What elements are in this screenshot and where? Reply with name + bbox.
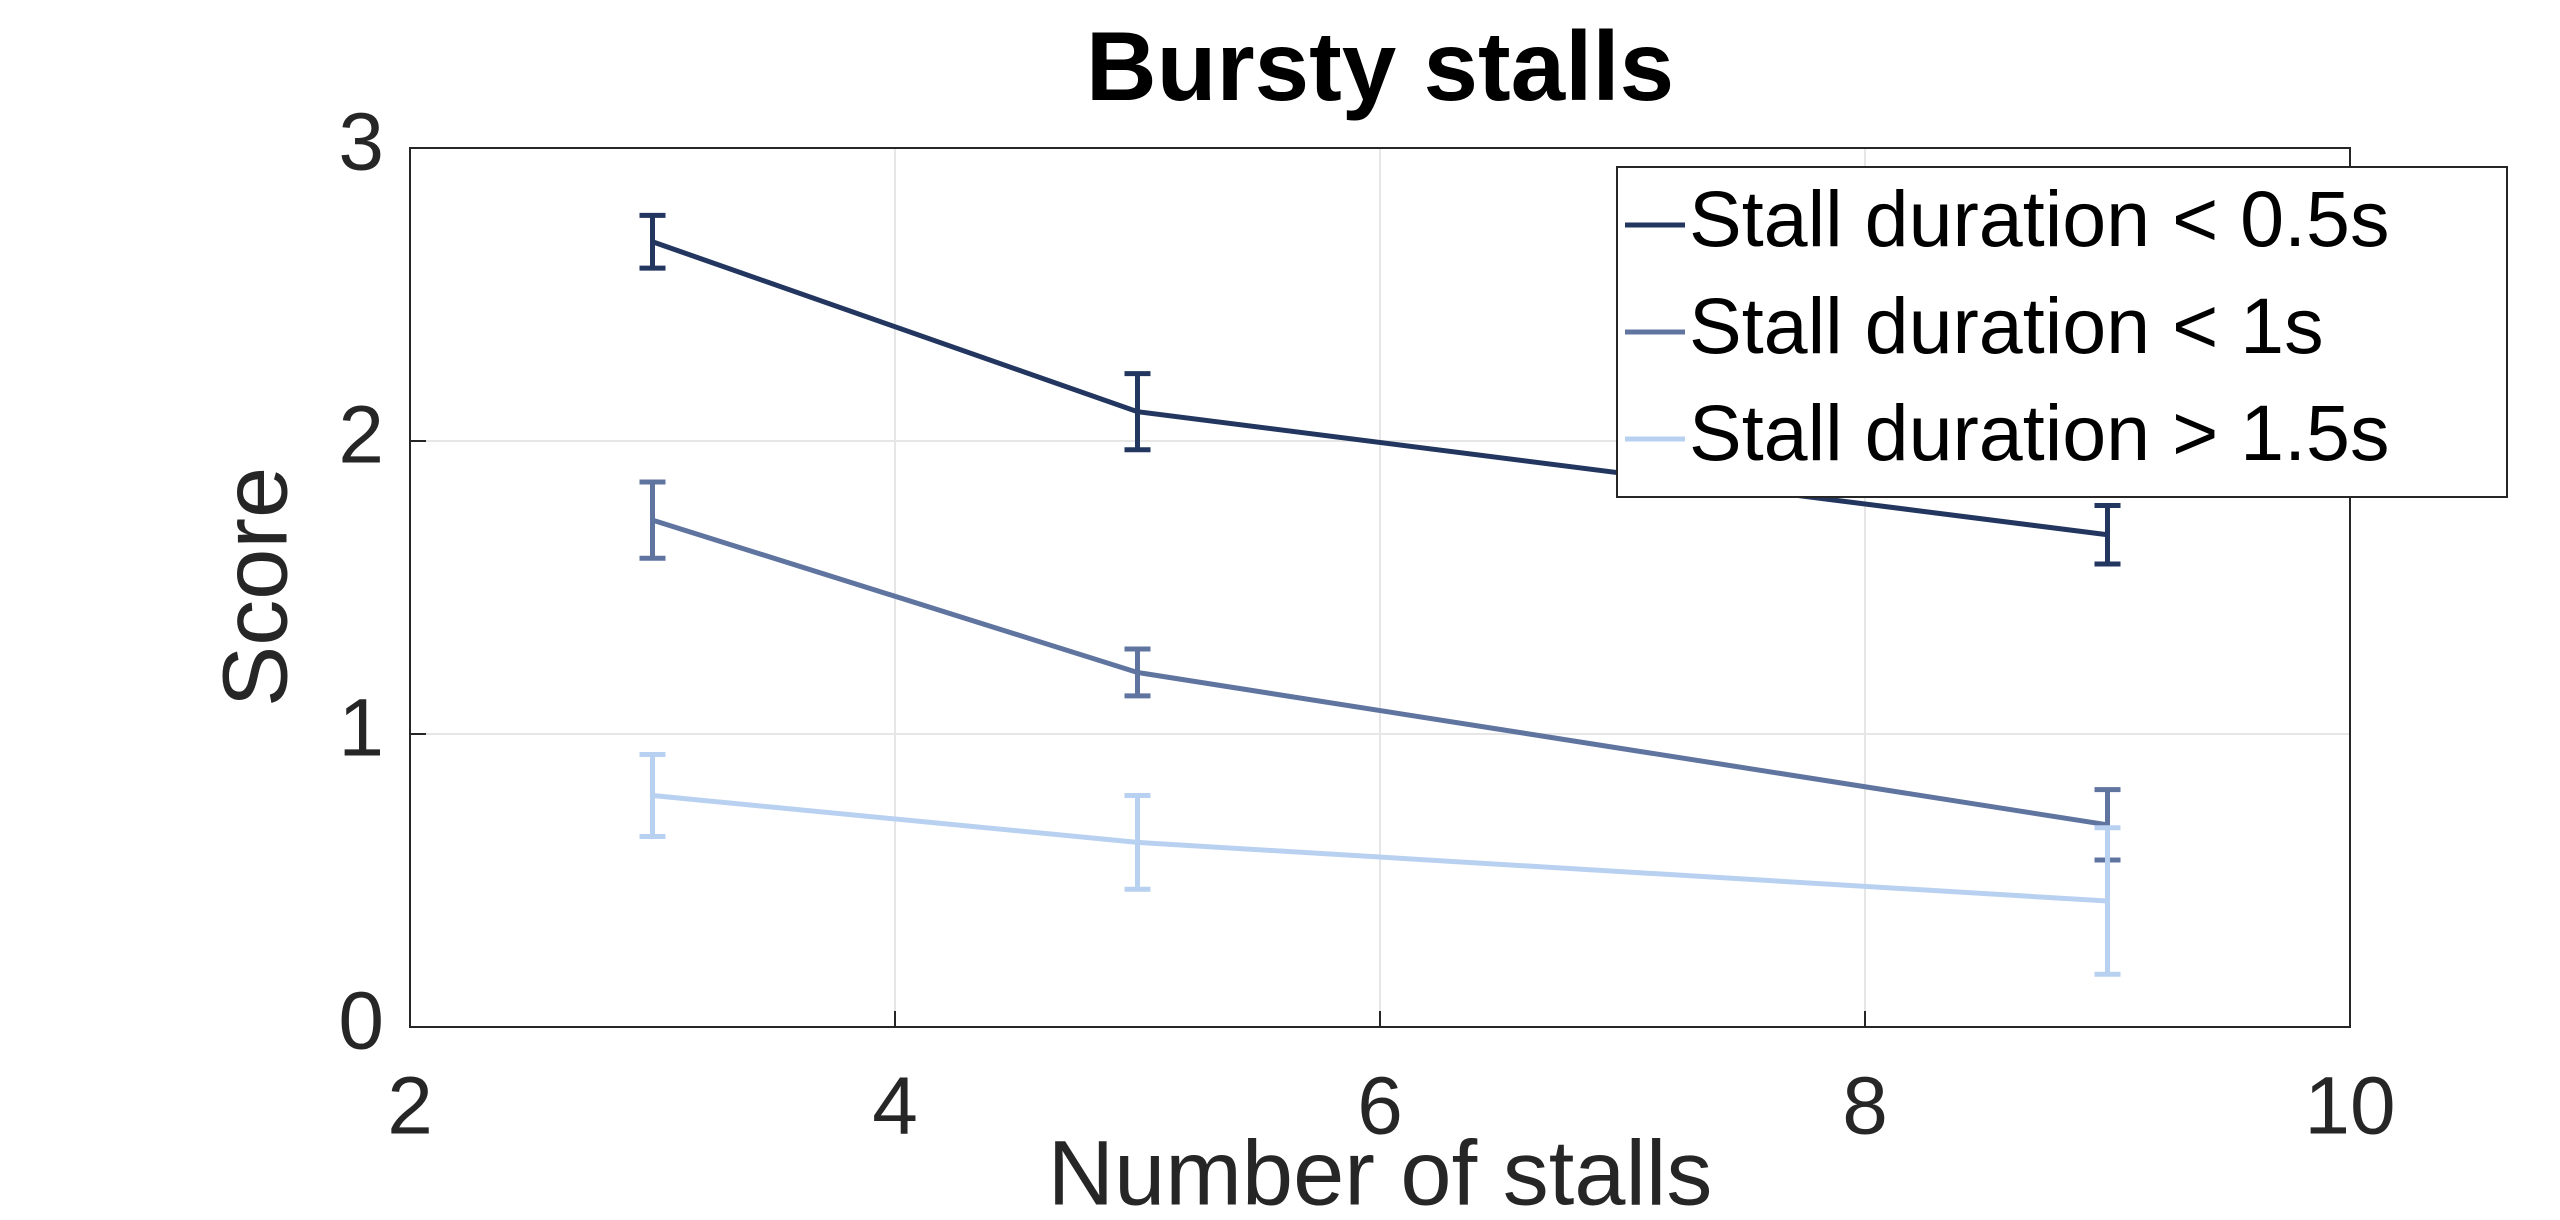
error-bar bbox=[1124, 646, 1151, 699]
x-tick-label: 8 bbox=[1842, 1061, 1888, 1152]
legend-label: Stall duration < 0.5s bbox=[1689, 174, 2389, 263]
legend-box bbox=[1616, 166, 2508, 498]
error-bar bbox=[1124, 371, 1151, 453]
legend-label: Stall duration < 1s bbox=[1689, 281, 2324, 370]
x-tick-label: 4 bbox=[872, 1061, 918, 1152]
y-tick-label: 0 bbox=[338, 976, 384, 1067]
y-axis-label: Score bbox=[204, 467, 306, 707]
error-bar bbox=[639, 212, 666, 271]
error-bar bbox=[639, 752, 666, 840]
y-tick-label: 3 bbox=[338, 97, 384, 188]
legend-label: Stall duration > 1.5s bbox=[1689, 388, 2389, 477]
plot-frame bbox=[409, 147, 2351, 1028]
error-bar bbox=[2094, 825, 2121, 977]
x-tick-label: 10 bbox=[2304, 1061, 2395, 1152]
chart-title: Bursty stalls bbox=[1086, 11, 1674, 121]
x-axis-label: Number of stalls bbox=[1048, 1122, 1713, 1220]
x-tick-label: 2 bbox=[387, 1061, 433, 1152]
error-bar bbox=[639, 479, 666, 561]
y-tick-label: 1 bbox=[338, 683, 384, 774]
error-bar bbox=[1124, 793, 1151, 892]
error-bar bbox=[2094, 502, 2121, 567]
y-tick-label: 2 bbox=[338, 390, 384, 481]
x-tick-label: 6 bbox=[1357, 1061, 1403, 1152]
